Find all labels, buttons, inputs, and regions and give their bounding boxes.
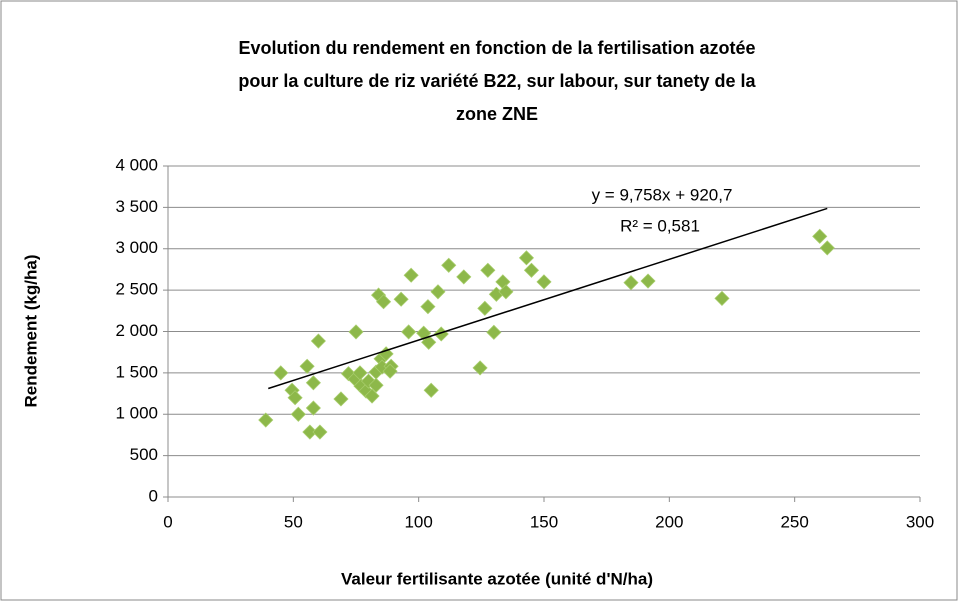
point xyxy=(290,406,306,422)
point xyxy=(640,273,656,289)
chart-title: zone ZNE xyxy=(456,104,538,124)
point xyxy=(623,275,639,291)
point xyxy=(299,358,315,374)
trendline-equation: y = 9,758x + 920,7 xyxy=(592,185,733,204)
y-tick-label: 3 000 xyxy=(115,238,158,257)
x-tick-label: 150 xyxy=(530,512,558,531)
point xyxy=(518,250,535,266)
y-tick-label: 500 xyxy=(130,445,158,464)
x-axis-label: Valeur fertilisante azotée (unité d'N/ha… xyxy=(341,569,653,588)
point xyxy=(430,284,446,300)
y-axis-label: Rendement (kg/ha) xyxy=(21,254,40,407)
point xyxy=(364,388,380,404)
y-tick-label: 2 000 xyxy=(115,321,158,340)
y-tick-label: 4 000 xyxy=(115,155,158,174)
x-tick-label: 250 xyxy=(780,512,808,531)
y-tick-label: 2 500 xyxy=(115,280,158,299)
point xyxy=(477,300,493,316)
point xyxy=(305,400,321,416)
x-tick-label: 200 xyxy=(655,512,683,531)
point xyxy=(423,382,439,398)
point xyxy=(401,324,417,340)
point xyxy=(305,375,321,391)
x-tick-label: 100 xyxy=(404,512,432,531)
point xyxy=(340,366,357,382)
x-tick-label: 50 xyxy=(284,512,303,531)
point xyxy=(403,267,419,283)
point xyxy=(302,424,318,440)
x-tick-label: 0 xyxy=(163,512,172,531)
point xyxy=(421,334,437,350)
point xyxy=(310,333,326,349)
point xyxy=(486,324,502,340)
y-tick-label: 1 500 xyxy=(115,362,158,381)
point xyxy=(287,390,303,406)
x-tick-label: 300 xyxy=(906,512,934,531)
y-tick-label: 0 xyxy=(149,486,158,505)
chart-title: pour la culture de riz variété B22, sur … xyxy=(238,71,756,91)
point xyxy=(393,291,409,307)
point xyxy=(819,240,835,256)
point xyxy=(536,274,552,290)
point xyxy=(348,324,364,340)
point xyxy=(420,299,436,315)
point xyxy=(273,365,289,381)
chart-title: Evolution du rendement en fonction de la… xyxy=(238,38,755,58)
point xyxy=(333,391,349,407)
point xyxy=(368,377,384,393)
point xyxy=(358,383,374,399)
point xyxy=(456,269,472,285)
point xyxy=(523,262,540,278)
point xyxy=(258,412,274,428)
point xyxy=(714,290,730,306)
trendline xyxy=(268,207,828,390)
point xyxy=(312,424,328,440)
point xyxy=(498,284,514,300)
point xyxy=(382,363,398,379)
y-tick-label: 1 000 xyxy=(115,404,158,423)
trendline-r2: R² = 0,581 xyxy=(620,216,700,235)
point xyxy=(441,257,457,273)
y-tick-label: 3 500 xyxy=(115,197,158,216)
point xyxy=(472,360,488,376)
point xyxy=(812,228,828,244)
point xyxy=(480,262,496,278)
point xyxy=(376,294,392,310)
